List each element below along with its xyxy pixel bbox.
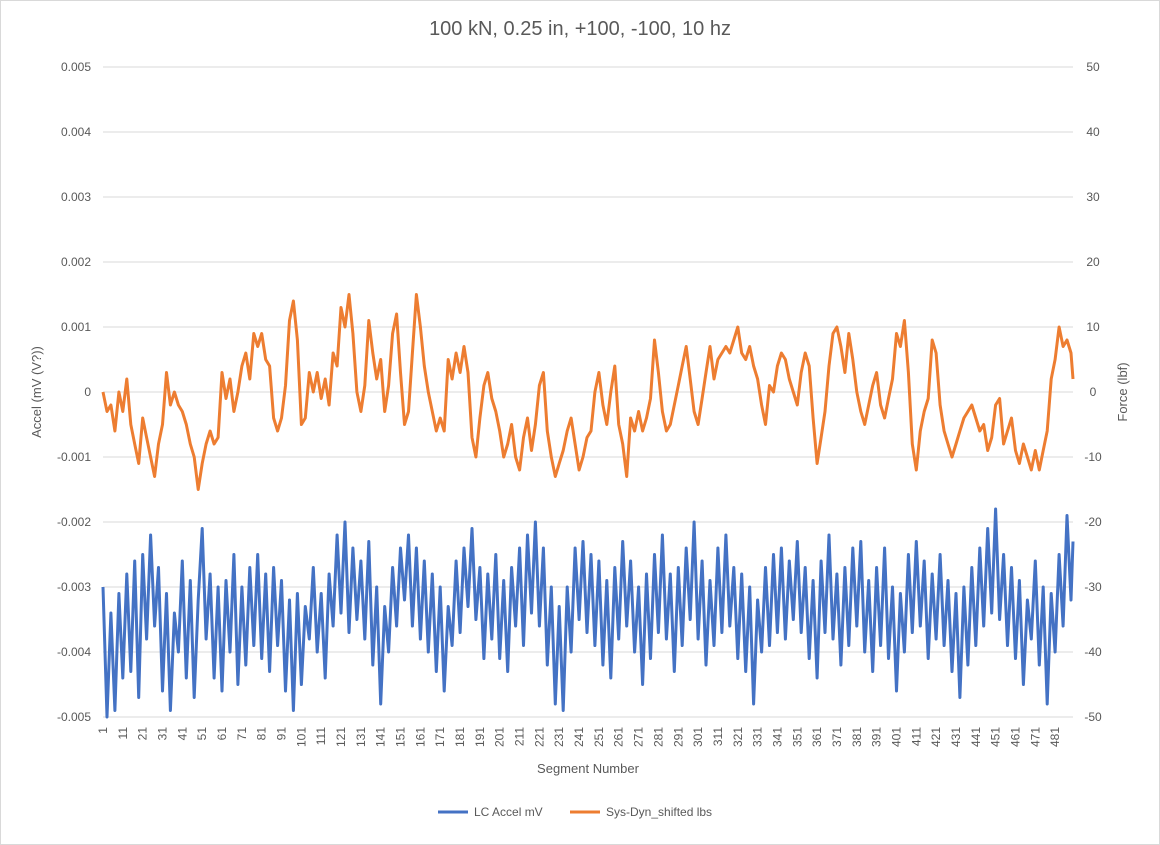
legend: LC Accel mV Sys-Dyn_shifted lbs [438, 805, 712, 819]
x-tick-label: 211 [513, 727, 527, 746]
y2-tick-label: -50 [1084, 710, 1102, 724]
x-tick-label: 71 [235, 727, 249, 741]
x-tick-label: 81 [255, 727, 269, 741]
x-tick-label: 291 [671, 727, 685, 747]
x-axis-title: Segment Number [537, 761, 640, 776]
y-tick-label: -0.004 [57, 645, 91, 659]
x-tick-label: 171 [433, 727, 447, 747]
x-tick-label: 161 [413, 727, 427, 747]
y2-tick-label: -20 [1084, 515, 1102, 529]
y2-tick-label: -40 [1084, 645, 1102, 659]
x-tick-label: 181 [453, 727, 467, 747]
x-tick-label: 481 [1048, 727, 1062, 747]
x-tick-label: 361 [810, 727, 824, 747]
y2-tick-label: 30 [1086, 190, 1100, 204]
x-tick-label: 441 [969, 727, 983, 747]
x-tick-label: 41 [175, 727, 189, 741]
x-tick-label: 141 [374, 727, 388, 747]
legend-label-sys-dyn: Sys-Dyn_shifted lbs [606, 805, 712, 819]
y2-tick-label: 0 [1090, 385, 1097, 399]
chart-title: 100 kN, 0.25 in, +100, -100, 10 hz [429, 18, 731, 40]
x-tick-label: 371 [830, 727, 844, 747]
y2-axis-title: Force (lbf) [1115, 362, 1130, 421]
x-tick-label: 381 [850, 727, 864, 747]
x-tick-label: 51 [195, 727, 209, 741]
x-tick-label: 201 [493, 727, 507, 747]
legend-label-lc-accel: LC Accel mV [474, 805, 543, 819]
series-layer [101, 293, 1075, 719]
y-tick-label: 0.004 [61, 125, 91, 139]
x-tick-label: 221 [532, 727, 546, 747]
y2-tick-label: 50 [1086, 60, 1100, 74]
x-tick-label: 341 [770, 727, 784, 747]
x-tick-label: 281 [651, 727, 665, 747]
x-tick-label: 101 [294, 727, 308, 747]
x-tick-label: 451 [989, 727, 1003, 747]
x-tick-label: 251 [592, 727, 606, 747]
x-tick-label: 321 [731, 727, 745, 747]
x-tick-label: 461 [1008, 727, 1022, 747]
x-tick-label: 411 [909, 727, 923, 746]
x-tick-label: 351 [790, 727, 804, 747]
x-tick-label: 401 [889, 727, 903, 747]
x-tick-label: 61 [215, 727, 229, 741]
x-tick-label: 271 [632, 727, 646, 747]
x-tick-label: 121 [334, 727, 348, 747]
y2-tick-label: -30 [1084, 580, 1102, 594]
y-tick-label: -0.002 [57, 515, 91, 529]
x-tick-label: 471 [1028, 727, 1042, 747]
y2-tick-label: 20 [1086, 255, 1100, 269]
right-axis-tick-labels: 50 40 30 20 10 0 -10 -20 -30 -40 -50 [1084, 60, 1102, 724]
x-tick-label: 431 [949, 727, 963, 747]
x-tick-label: 301 [691, 727, 705, 747]
x-tick-label: 21 [136, 727, 150, 741]
series-line-sys-dyn [101, 293, 1075, 491]
x-tick-label: 261 [612, 727, 626, 747]
left-axis-tick-labels: 0.005 0.004 0.003 0.002 0.001 0 -0.001 -0.002 -0… [57, 60, 91, 724]
y2-tick-label: 10 [1086, 320, 1100, 334]
x-tick-label: 131 [354, 727, 368, 747]
x-tick-label: 1 [96, 727, 110, 734]
series-line-lc-accel [101, 507, 1075, 719]
y-tick-label: 0 [84, 385, 91, 399]
x-tick-label: 11 [116, 727, 130, 740]
x-tick-label: 241 [572, 727, 586, 747]
y-tick-label: 0.003 [61, 190, 91, 204]
x-tick-label: 91 [275, 727, 289, 741]
y-tick-label: -0.005 [57, 710, 91, 724]
x-tick-label: 391 [870, 727, 884, 747]
y-tick-label: 0.002 [61, 255, 91, 269]
y2-tick-label: -10 [1084, 450, 1102, 464]
x-tick-label: 231 [552, 727, 566, 747]
x-tick-label: 331 [751, 727, 765, 747]
y2-tick-label: 40 [1086, 125, 1100, 139]
y-tick-label: -0.003 [57, 580, 91, 594]
x-tick-label: 31 [156, 727, 170, 741]
x-tick-label: 311 [711, 727, 725, 746]
x-tick-label: 421 [929, 727, 943, 747]
x-tick-label: 151 [394, 727, 408, 747]
y-tick-label: -0.001 [57, 450, 91, 464]
x-tick-label: 191 [473, 727, 487, 747]
y-axis-title: Accel (mV (V?)) [29, 346, 44, 438]
x-tick-label: 111 [314, 727, 328, 746]
y-tick-label: 0.005 [61, 60, 91, 74]
y-tick-label: 0.001 [61, 320, 91, 334]
x-axis-tick-labels: 1 11 21 31 41 51 61 71 81 91 101 111 121 131 141 151 161… [96, 727, 1062, 747]
